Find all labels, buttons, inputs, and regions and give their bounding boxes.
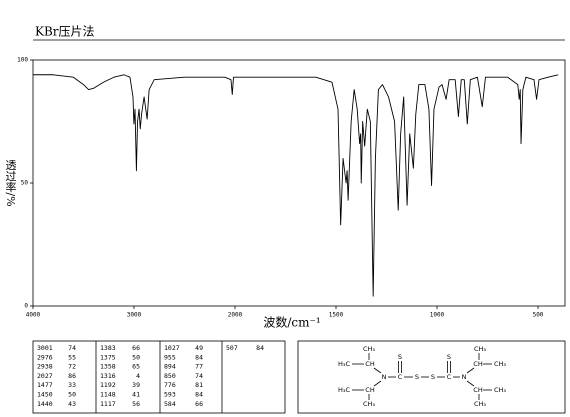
peak-transmittance: 56: [132, 400, 140, 408]
atom-label: S: [415, 373, 419, 381]
y-tick-label: 100: [17, 57, 28, 64]
y-tick-label: 0: [24, 303, 28, 310]
peak-transmittance: 65: [132, 363, 140, 371]
atom-label: CH: [365, 360, 375, 368]
peak-wavenumber: 1477: [37, 381, 53, 389]
peak-wavenumber: 2938: [37, 363, 53, 371]
atom-label: H₃C: [338, 386, 350, 394]
atom-label: S: [447, 353, 451, 361]
peak-wavenumber: 2976: [37, 353, 53, 361]
atom-label: N: [382, 373, 387, 381]
peak-transmittance: 77: [195, 363, 203, 371]
peak-wavenumber: 584: [164, 400, 176, 408]
plot-frame: [32, 59, 566, 307]
peak-transmittance: 50: [132, 353, 140, 361]
peak-wavenumber: 2027: [37, 372, 53, 380]
peak-transmittance: 84: [256, 344, 264, 352]
x-tick-label: 3000: [127, 312, 142, 319]
atom-label: H₃C: [338, 360, 350, 368]
peak-wavenumber: 1375: [100, 353, 116, 361]
peak-transmittance: 55: [68, 353, 76, 361]
x-tick-label: 500: [533, 312, 544, 319]
peak-transmittance: 72: [68, 363, 76, 371]
peak-wavenumber: 1316: [100, 372, 116, 380]
spectrum-line: [33, 74, 559, 297]
x-tick-label: 4000: [26, 312, 41, 319]
x-axis-label: 波数/cm⁻¹: [263, 315, 320, 330]
peak-transmittance: 66: [132, 344, 140, 352]
peak-wavenumber: 776: [164, 381, 176, 389]
peak-transmittance: 43: [68, 400, 76, 408]
peak-wavenumber: 1148: [100, 391, 116, 399]
peak-wavenumber: 1358: [100, 363, 116, 371]
peak-transmittance: 39: [132, 381, 140, 389]
peak-transmittance: 74: [68, 344, 76, 352]
atom-label: CH: [473, 386, 483, 394]
structure-bonds: [352, 353, 492, 400]
peak-wavenumber: 894: [164, 363, 176, 371]
peak-table-frame: [32, 340, 286, 414]
atom-label: CH₃: [494, 386, 506, 394]
peak-transmittance: 41: [132, 391, 140, 399]
atom-label: S: [398, 353, 402, 361]
peak-transmittance: 74: [195, 372, 203, 380]
atom-label: C: [447, 373, 452, 381]
peak-wavenumber: 955: [164, 353, 176, 361]
peak-transmittance: 66: [195, 400, 203, 408]
x-tick-label: 1500: [329, 312, 344, 319]
peak-transmittance: 49: [195, 344, 203, 352]
peak-wavenumber: 1192: [100, 381, 116, 389]
atom-label: CH₃: [474, 345, 486, 353]
atom-label: CH₃: [494, 360, 506, 368]
peak-wavenumber: 1027: [164, 344, 180, 352]
y-axis-label: 透过率/%: [4, 159, 17, 206]
peak-transmittance: 33: [68, 381, 76, 389]
atom-label: N: [462, 373, 467, 381]
atom-label: C: [398, 373, 403, 381]
structure-frame: [297, 340, 566, 414]
chart-title: KBr压片法: [35, 25, 95, 39]
atom-label: CH: [473, 360, 483, 368]
atom-label: S: [431, 373, 435, 381]
peak-wavenumber: 1383: [100, 344, 116, 352]
peak-transmittance: 84: [195, 391, 203, 399]
atom-label: CH₃: [363, 400, 375, 408]
x-tick-label: 1000: [430, 312, 445, 319]
atom-label: CH₃: [474, 400, 486, 408]
atom-label: CH: [365, 386, 375, 394]
peak-transmittance: 81: [195, 381, 203, 389]
peak-wavenumber: 1117: [100, 400, 116, 408]
atom-label: CH₃: [363, 345, 375, 353]
peak-transmittance: 4: [136, 372, 140, 380]
peak-wavenumber: 1450: [37, 391, 53, 399]
peak-wavenumber: 3001: [37, 344, 53, 352]
peak-wavenumber: 1440: [37, 400, 53, 408]
peak-transmittance: 84: [195, 353, 203, 361]
peak-wavenumber: 850: [164, 372, 176, 380]
peak-transmittance: 50: [68, 391, 76, 399]
peak-transmittance: 86: [68, 372, 76, 380]
peak-wavenumber: 593: [164, 391, 176, 399]
peak-wavenumber: 507: [226, 344, 238, 352]
y-tick-label: 50: [21, 180, 29, 187]
x-tick-label: 2000: [228, 312, 243, 319]
